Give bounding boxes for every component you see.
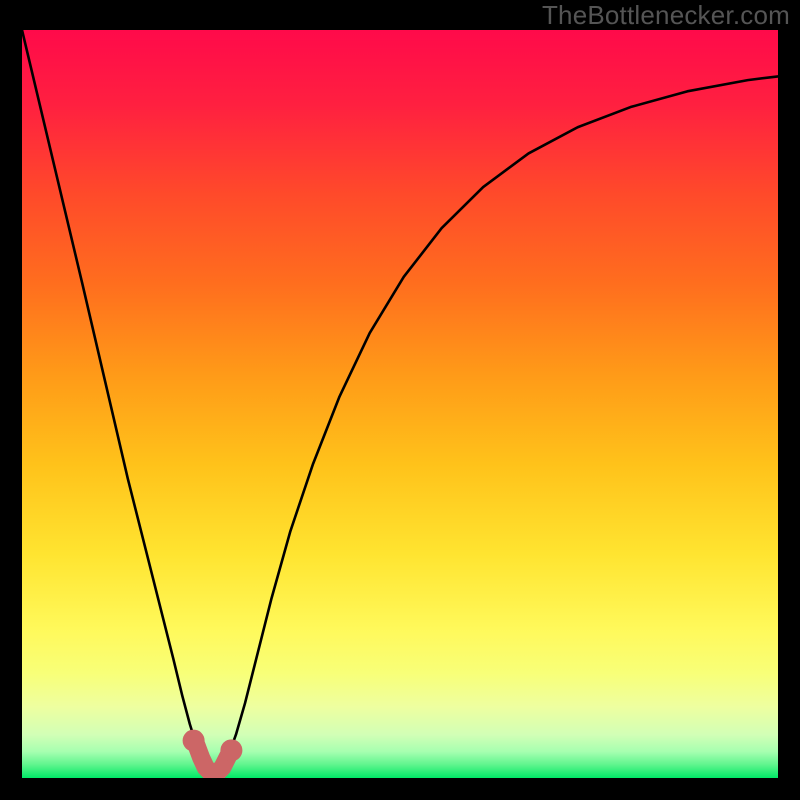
frame-border-left — [0, 0, 22, 800]
optimal-range-dot-left — [183, 730, 205, 752]
frame-border-bottom — [0, 778, 800, 800]
frame-border-right — [778, 0, 800, 800]
plot-area — [22, 30, 778, 778]
optimal-range-dot-right — [220, 739, 242, 761]
bottleneck-curve — [22, 30, 778, 773]
watermark-text: TheBottlenecker.com — [542, 0, 790, 31]
chart-frame: TheBottlenecker.com — [0, 0, 800, 800]
chart-svg — [22, 30, 778, 778]
